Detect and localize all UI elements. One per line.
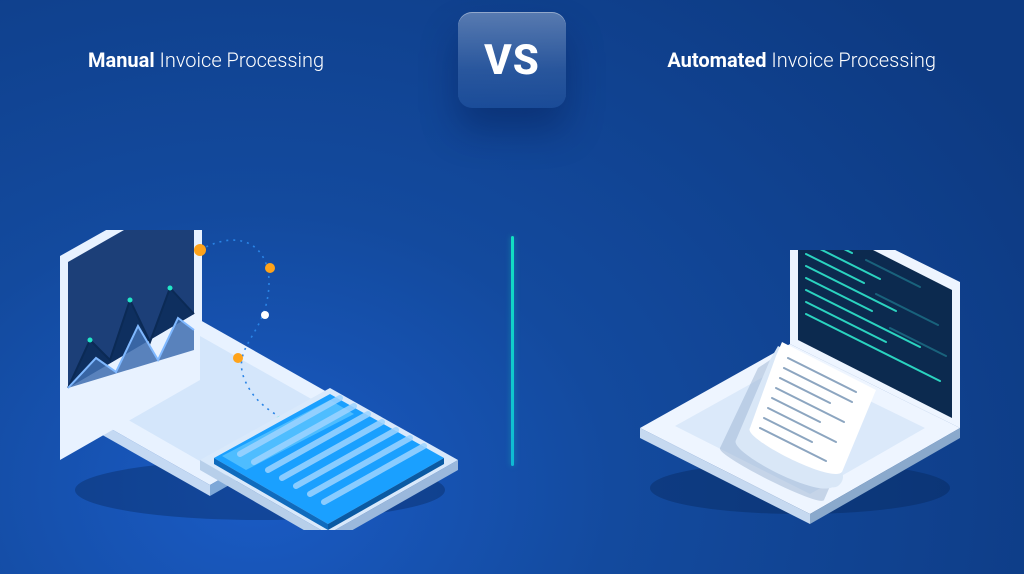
vs-text: VS — [484, 36, 540, 85]
manual-illustration — [50, 230, 470, 530]
title-manual: Manual Invoice Processing — [88, 48, 324, 72]
vs-badge: VS — [458, 12, 566, 108]
title-manual-bold: Manual — [88, 48, 155, 72]
title-automated-bold: Automated — [667, 48, 766, 72]
vertical-divider — [511, 236, 514, 466]
title-automated: Automated Invoice Processing — [667, 48, 936, 72]
title-manual-rest: Invoice Processing — [155, 48, 325, 72]
title-automated-rest: Invoice Processing — [767, 48, 937, 72]
automated-illustration — [620, 250, 980, 530]
